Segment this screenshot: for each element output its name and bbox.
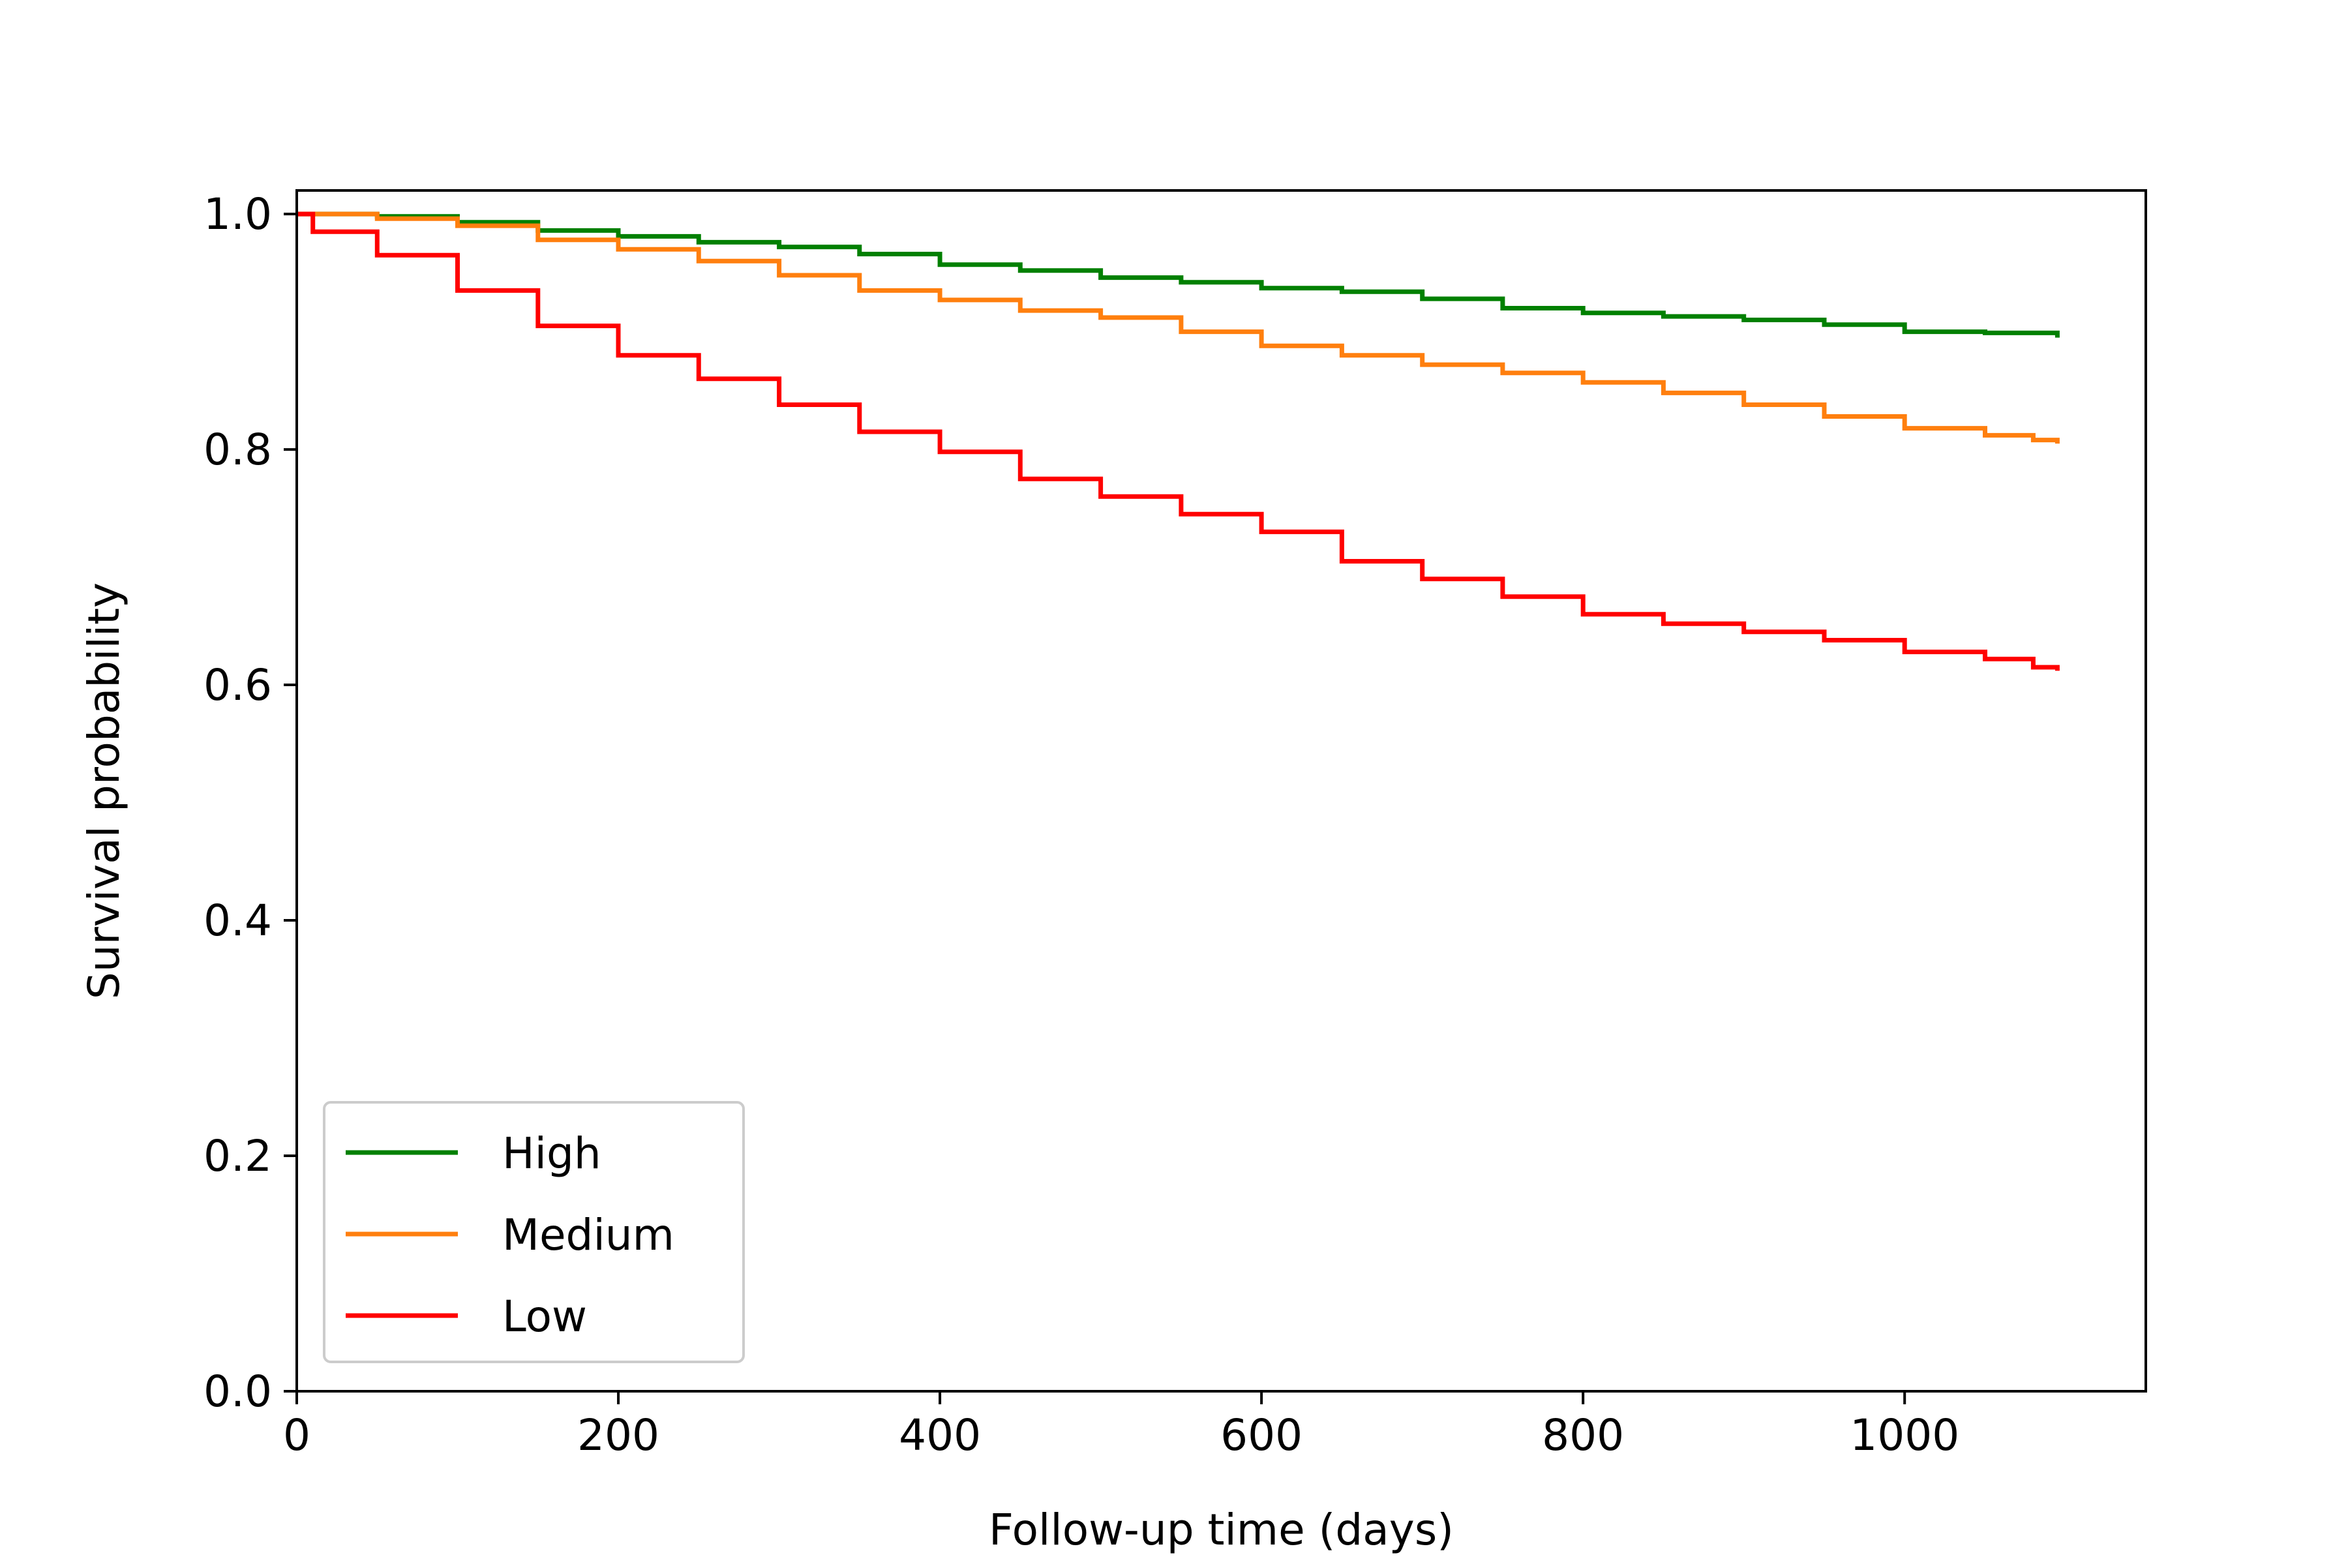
axes-layer: 0 200 400 600 800 1000 0.0 0.2 0.4 0.6 0.8 1.0 bbox=[203, 189, 2147, 1460]
x-axis-label: Follow-up time (days) bbox=[989, 1505, 1454, 1555]
y-tick-label: 0.0 bbox=[203, 1366, 272, 1417]
series-line-low bbox=[297, 211, 2060, 671]
y-tick-label: 0.6 bbox=[203, 660, 272, 710]
plot-frame bbox=[295, 189, 2147, 1393]
series-line-medium bbox=[297, 211, 2060, 444]
y-tick-label: 0.4 bbox=[203, 896, 272, 946]
x-tick-label: 200 bbox=[577, 1410, 659, 1460]
x-tick-label: 600 bbox=[1220, 1410, 1302, 1460]
x-tick-label: 1000 bbox=[1850, 1410, 1959, 1460]
legend-label-low: Low bbox=[502, 1291, 587, 1342]
y-tick-label: 1.0 bbox=[203, 189, 272, 239]
y-tick-label: 0.8 bbox=[203, 425, 272, 475]
x-tick-label: 0 bbox=[283, 1410, 310, 1460]
legend-box bbox=[323, 1101, 745, 1363]
series-layer bbox=[297, 211, 2060, 671]
y-tick-label: 0.2 bbox=[203, 1131, 272, 1181]
series-line-high bbox=[297, 211, 2060, 338]
y-axis-label: Survival probability bbox=[79, 582, 129, 999]
legend-label-high: High bbox=[502, 1128, 601, 1179]
x-tick-label: 800 bbox=[1542, 1410, 1624, 1460]
x-tick-label: 400 bbox=[899, 1410, 981, 1460]
legend-label-medium: Medium bbox=[502, 1210, 674, 1260]
legend: High Medium Low bbox=[323, 1101, 745, 1363]
